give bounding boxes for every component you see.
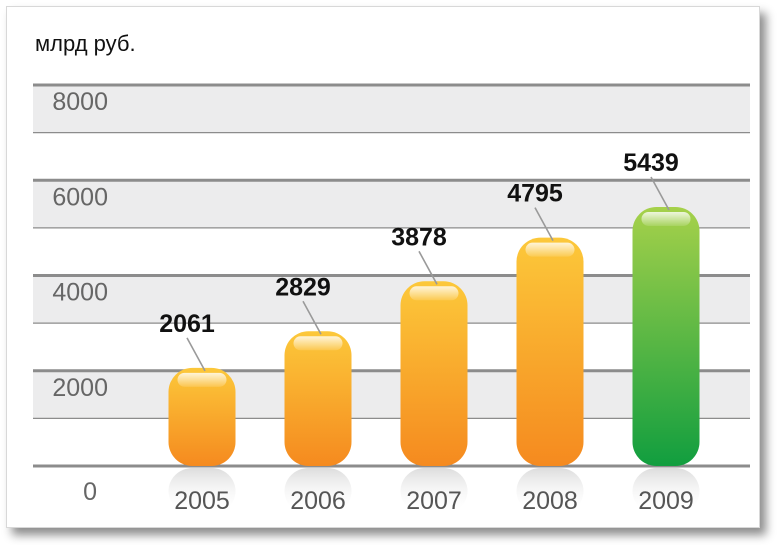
x-tick-label: 2005 <box>174 487 230 515</box>
y-axis-ticks: 0 2000 4000 6000 8000 <box>52 88 108 506</box>
bar <box>516 237 584 466</box>
x-tick-label: 2009 <box>638 487 694 515</box>
bar <box>632 206 700 466</box>
y-tick-label: 2000 <box>52 374 108 402</box>
label-leader-line <box>534 207 554 242</box>
chart-frame: млрд руб. 0 2000 4000 6000 8000 2061 2829 3878… <box>6 6 760 528</box>
grid-band <box>33 370 750 419</box>
bar <box>400 281 468 466</box>
label-leaders <box>186 176 670 372</box>
x-tick-label: 2008 <box>522 487 578 515</box>
y-tick-label: 0 <box>83 478 97 506</box>
y-tick-label: 4000 <box>52 279 108 307</box>
data-label: 4795 <box>507 180 563 208</box>
bar-highlight <box>525 242 575 257</box>
bar-reflection <box>516 468 584 514</box>
data-label: 3878 <box>391 223 447 251</box>
value-labels: 2061 2829 3878 4795 5439 <box>159 149 679 338</box>
bar-reflection <box>284 468 352 514</box>
grid-band <box>33 180 750 228</box>
bar-reflections <box>168 468 700 514</box>
bar-highlight <box>409 286 459 301</box>
bar-highlight <box>177 372 227 387</box>
bar-chart: млрд руб. 0 2000 4000 6000 8000 2061 2829 3878… <box>33 31 750 515</box>
label-leader-line <box>302 300 322 335</box>
bar-reflection <box>400 468 468 514</box>
bars <box>168 206 700 466</box>
unit-label: млрд руб. <box>35 31 136 56</box>
label-leader-line <box>650 176 670 211</box>
label-leader-line <box>186 337 206 372</box>
data-label: 5439 <box>623 149 679 177</box>
bar-reflection <box>168 468 236 514</box>
label-leader-line <box>418 250 438 285</box>
bar <box>284 331 352 466</box>
data-label: 2061 <box>159 310 215 338</box>
bar-reflection <box>632 468 700 514</box>
bar <box>168 367 236 466</box>
data-label: 2829 <box>275 273 331 301</box>
y-tick-label: 6000 <box>52 183 108 211</box>
y-tick-label: 8000 <box>52 88 108 116</box>
grid-band <box>33 275 750 324</box>
bar-highlight <box>641 211 691 226</box>
x-tick-label: 2006 <box>290 487 346 515</box>
bar-highlight <box>293 336 343 351</box>
gridlines <box>33 83 750 468</box>
background-bands <box>33 85 750 419</box>
x-axis-ticks: 2005 2006 2007 2008 2009 <box>174 487 694 515</box>
x-tick-label: 2007 <box>406 487 462 515</box>
grid-band <box>33 85 750 133</box>
